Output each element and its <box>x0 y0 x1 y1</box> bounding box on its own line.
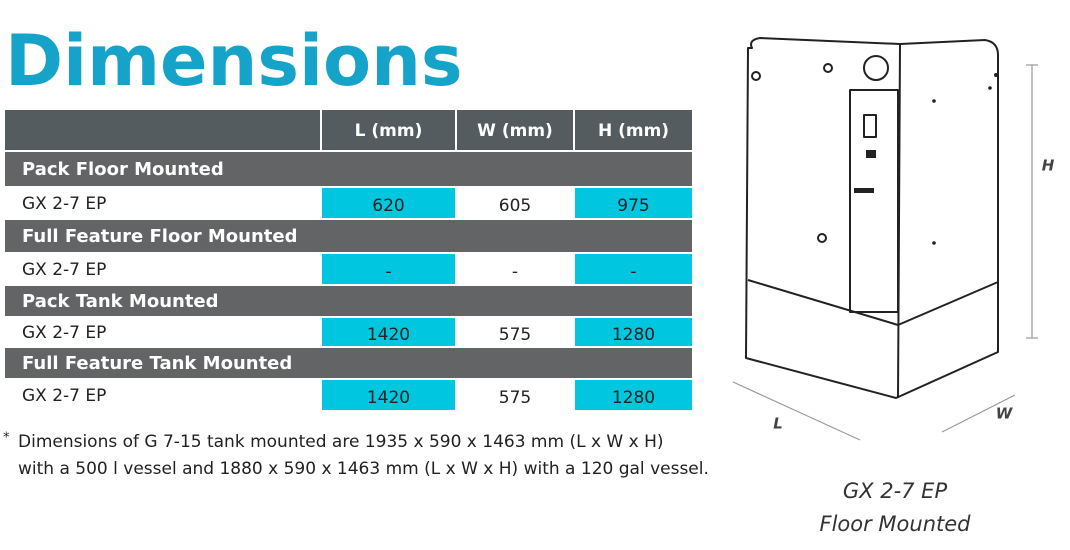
section-title: Full Feature Tank Mounted <box>22 353 292 374</box>
drawing-caption: GX 2-7 EP <box>843 479 948 503</box>
cell-bg <box>322 254 455 284</box>
table-cell: 575 <box>499 388 531 408</box>
cell-bg <box>575 188 692 218</box>
page-title: Dimensions <box>5 20 463 102</box>
cell-bg <box>322 318 455 346</box>
column-header: L (mm) <box>355 121 423 141</box>
footnote-marker: * <box>3 431 10 446</box>
table-cell: - <box>385 262 391 282</box>
column-header: H (mm) <box>598 121 669 141</box>
height-label: H <box>1042 157 1055 175</box>
section-bar <box>5 348 692 378</box>
cell-bg <box>575 318 692 346</box>
table-cell: 1420 <box>367 388 410 408</box>
cell-bg <box>575 254 692 284</box>
row-label: GX 2-7 EP <box>22 323 106 343</box>
section-title: Pack Floor Mounted <box>22 159 224 180</box>
cell-bg <box>575 380 692 410</box>
table-cell: 975 <box>617 196 649 216</box>
table-header <box>5 110 692 150</box>
section-title: Pack Tank Mounted <box>22 291 219 312</box>
section-bar <box>5 286 692 316</box>
footnote-line: Dimensions of G 7-15 tank mounted are 19… <box>18 432 664 452</box>
cell-bg <box>322 188 455 218</box>
width-label: W <box>996 405 1014 423</box>
table-cell: 620 <box>372 196 404 216</box>
length-label: L <box>773 415 783 433</box>
row-label: GX 2-7 EP <box>22 260 106 280</box>
section-bar <box>5 152 692 186</box>
cabinet-drawing <box>732 37 1038 441</box>
footnote-line: with a 500 l vessel and 1880 x 590 x 146… <box>18 459 709 479</box>
row-label: GX 2-7 EP <box>22 194 106 214</box>
table-cell: 1280 <box>612 388 655 408</box>
section-bar <box>5 220 692 252</box>
row-label: GX 2-7 EP <box>22 386 106 406</box>
table-cell: 1280 <box>612 325 655 345</box>
table-cell: - <box>630 262 636 282</box>
table-cell: 605 <box>499 196 531 216</box>
column-header: W (mm) <box>477 121 553 141</box>
table-cell: 1420 <box>367 325 410 345</box>
drawing-caption: Floor Mounted <box>820 512 972 536</box>
section-title: Full Feature Floor Mounted <box>22 226 297 247</box>
table-cell: - <box>512 262 518 282</box>
cell-bg <box>322 380 455 410</box>
table-cell: 575 <box>499 325 531 345</box>
